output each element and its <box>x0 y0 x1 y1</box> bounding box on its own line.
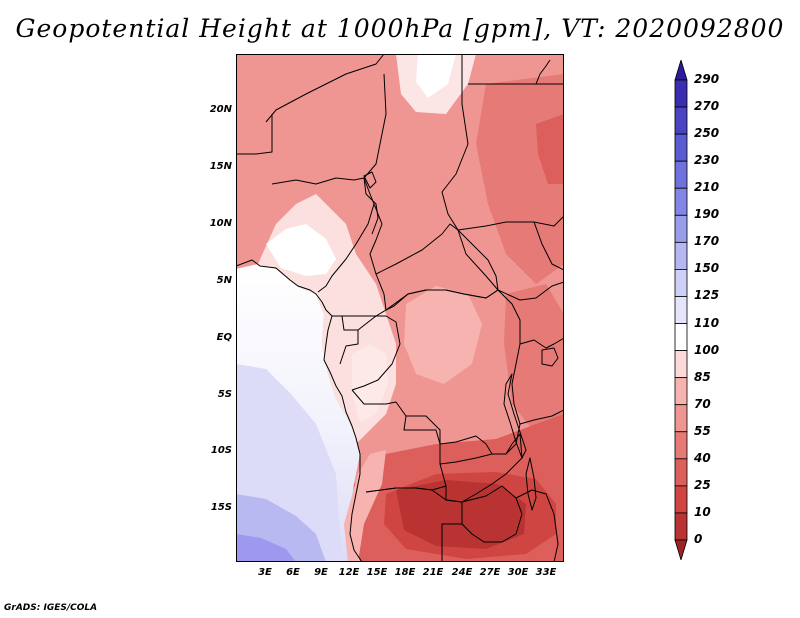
colorbar-cell <box>674 350 688 379</box>
colorbar-label: 40 <box>694 450 711 465</box>
border-nigeria <box>271 177 375 293</box>
north-white-patch <box>416 54 456 98</box>
border-gabon <box>339 315 359 365</box>
colorbar-cell <box>674 160 688 189</box>
colorbar-label: 70 <box>694 396 711 411</box>
colorbar-label: 250 <box>694 126 720 141</box>
map-frame <box>236 54 564 562</box>
colorbar-cell <box>674 485 688 514</box>
lake-victoria <box>541 347 559 367</box>
map-title: Geopotential Height at 1000hPa [gpm], VT… <box>15 14 785 43</box>
colorbar-label: 110 <box>694 315 720 330</box>
colorbar-label: 55 <box>694 423 711 438</box>
border-tanzania <box>519 409 564 425</box>
border-congo <box>351 315 401 391</box>
colorbar-cell <box>674 241 688 270</box>
colorbar-cell <box>674 458 688 487</box>
lat-label-5n: 5N <box>216 275 232 286</box>
colorbar-label: 290 <box>694 72 720 86</box>
lon-label-3e: 3E <box>258 567 272 578</box>
ocean-band-dark <box>236 534 296 562</box>
lon-label-21e: 21E <box>422 567 444 578</box>
colorbar-label: 100 <box>694 342 720 357</box>
colorbar-cell <box>674 323 688 351</box>
colorbar <box>674 60 688 560</box>
geopotential-map <box>236 54 564 562</box>
south-low-core <box>396 480 526 549</box>
colorbar-cell <box>674 106 688 135</box>
lake-chad <box>363 171 377 189</box>
border-cameroon <box>332 203 387 317</box>
lat-label-10n: 10N <box>209 218 232 229</box>
colorbar-cell-bottom <box>674 539 688 560</box>
colorbar-cell <box>674 79 688 108</box>
map-panel <box>236 54 564 562</box>
colorbar-cell <box>674 214 688 243</box>
colorbar-label: 210 <box>694 180 720 195</box>
country-borders <box>236 54 564 562</box>
lon-label-12e: 12E <box>338 567 360 578</box>
colorbar-label: 125 <box>694 288 720 303</box>
border-drc-angola <box>351 389 493 455</box>
colorbar-label: 10 <box>694 504 711 519</box>
colorbar-label: 190 <box>694 207 720 222</box>
colorbar-cell <box>674 377 688 406</box>
colorbar-cell-top <box>674 60 688 81</box>
lon-label-6e: 6E <box>286 567 300 578</box>
lon-label-30e: 30E <box>507 567 529 578</box>
colorbar-cell <box>674 512 688 541</box>
border-mali-niger <box>236 114 273 155</box>
credit-text: GrADS: IGES/COLA <box>4 603 98 613</box>
colorbar-cell <box>674 187 688 216</box>
lon-label-27e: 27E <box>479 567 501 578</box>
colorbar-label: 85 <box>694 369 711 384</box>
border-zambia <box>439 433 523 503</box>
border-zimbabwe <box>461 485 523 543</box>
colorbar-label: 150 <box>694 261 720 276</box>
lake-malawi <box>525 457 537 511</box>
lat-label-5s: 5S <box>217 389 232 400</box>
lon-label-9e: 9E <box>314 567 328 578</box>
lon-label-15e: 15E <box>366 567 388 578</box>
lon-label-18e: 18E <box>394 567 416 578</box>
colorbar-label: 170 <box>694 234 720 249</box>
central-pale-patch <box>404 286 482 384</box>
lake-tanganyika <box>503 373 527 459</box>
border-kenya-uganda <box>519 337 564 349</box>
colorbar-label: 230 <box>694 153 720 168</box>
border-ethiopia <box>533 221 564 271</box>
border-sahel <box>265 54 385 123</box>
coastline-west-africa <box>236 259 363 562</box>
border-namibia-botswana <box>365 487 463 562</box>
border-drc-east <box>497 289 521 455</box>
colorbar-label: 25 <box>694 477 711 492</box>
colorbar-label: 270 <box>694 99 720 114</box>
lake-region-dark <box>504 284 564 434</box>
east-darkest-patch <box>536 114 564 184</box>
lat-label-eq: EQ <box>216 332 232 343</box>
border-chad-sudan <box>441 54 499 291</box>
lat-label-20n: 20N <box>209 104 232 115</box>
lat-label-15s: 15S <box>210 502 232 513</box>
border-southsudan-east <box>497 281 564 301</box>
colorbar-cell <box>674 431 688 460</box>
border-drc-north <box>385 289 499 311</box>
lat-label-10s: 10S <box>210 445 232 456</box>
border-sudan-southsudan <box>457 215 564 231</box>
colorbar-cell <box>674 269 688 297</box>
lat-label-15n: 15N <box>209 161 232 172</box>
sw-coast-strip <box>344 450 386 562</box>
colorbar-cell <box>674 133 688 162</box>
lon-label-33e: 33E <box>535 567 557 578</box>
nile-coastline-ne <box>535 59 551 85</box>
colorbar-label: 0 <box>694 532 703 546</box>
border-mozambique <box>515 489 559 562</box>
colorbar-cell <box>674 404 688 433</box>
colorbar-cell <box>674 296 688 324</box>
coast-white-patch <box>266 224 336 276</box>
lon-label-24e: 24E <box>451 567 473 578</box>
